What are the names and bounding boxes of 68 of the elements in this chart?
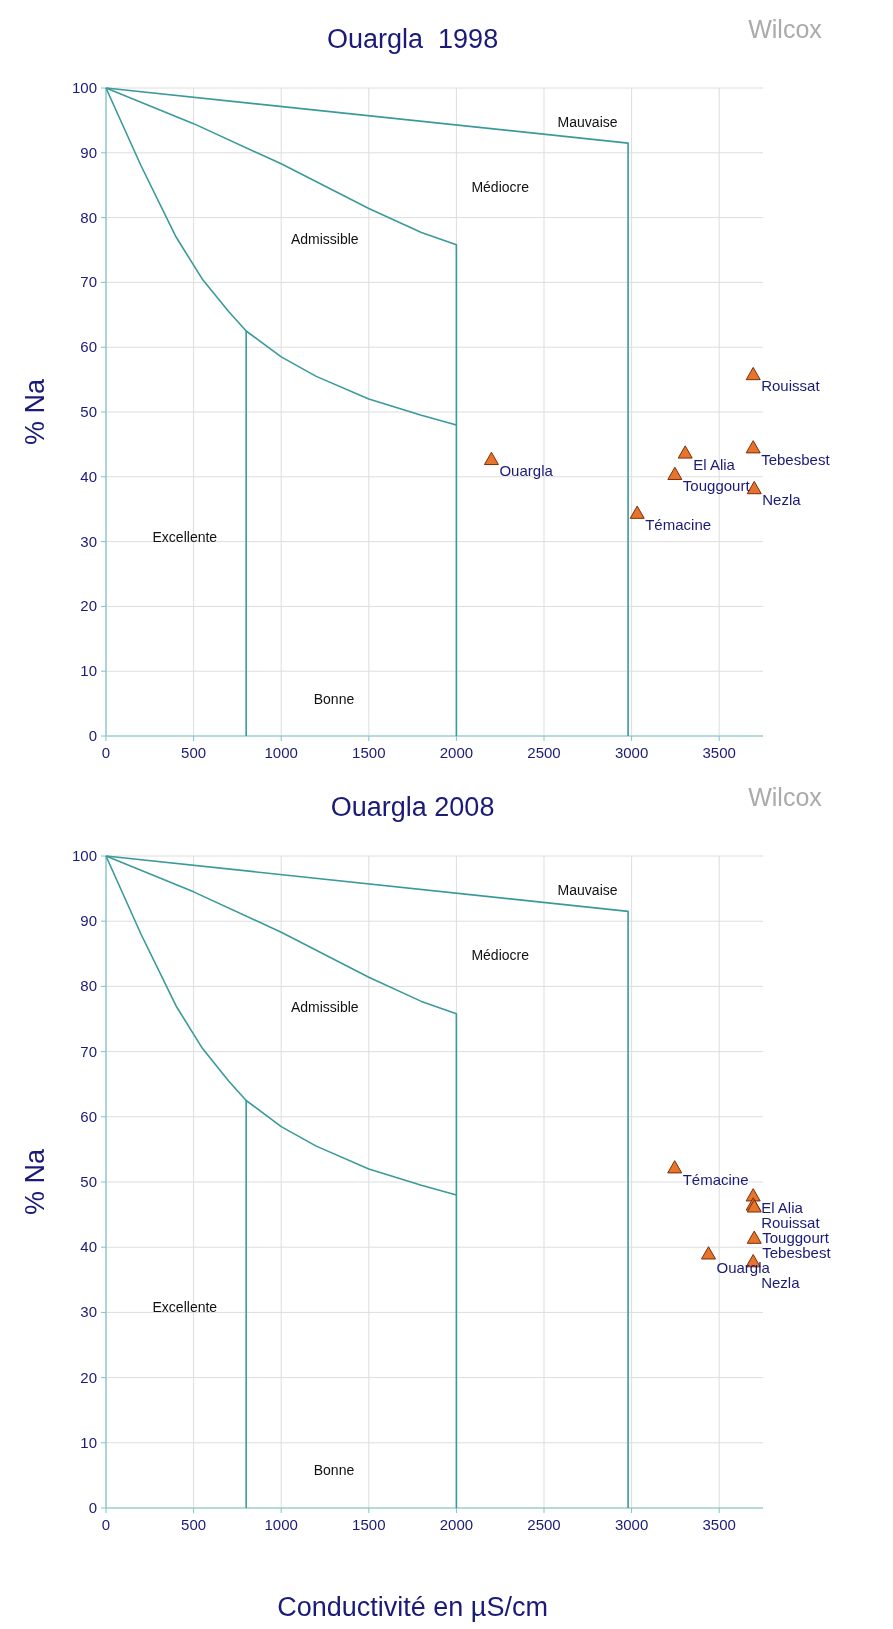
annotation: Médiocre (471, 178, 530, 195)
y-tick-label: 50 (80, 1173, 97, 1190)
y-tick-label: 60 (80, 338, 97, 356)
series-label: Témacine (645, 516, 712, 534)
annotation: Excellente (152, 1299, 218, 1316)
chart-title: Ouargla 2008 (330, 792, 495, 822)
y-tick-label: 0 (88, 727, 97, 744)
y-tick-label: 30 (80, 532, 97, 550)
y-tick-label: 100 (71, 847, 97, 864)
x-tick-label: 2000 (439, 1516, 474, 1533)
series-label: Nezla (762, 491, 802, 509)
series-label: Ouargla (716, 1258, 771, 1276)
y-tick-label: 70 (80, 1042, 97, 1060)
series-label: Rouissat (761, 377, 821, 395)
series-label: Témacine (682, 1170, 749, 1188)
annotation: Admissible (290, 230, 359, 247)
series-label: Rouissat (761, 1213, 821, 1231)
chart-title: Ouargla 1998 (327, 24, 499, 54)
x-tick-label: 2000 (439, 744, 474, 761)
x-tick-label: 3500 (702, 744, 736, 761)
x-tick-label: 2500 (527, 744, 561, 761)
annotation: Admissible (290, 999, 359, 1016)
x-tick-label: 1000 (264, 1516, 298, 1533)
annotation: Bonne (313, 1462, 355, 1479)
x-axis-title: Conductivité en µS/cm (277, 1592, 548, 1622)
x-tick-label: 0 (101, 1516, 111, 1533)
annotation: Mauvaise (557, 113, 618, 130)
y-tick-label: 20 (80, 597, 97, 615)
y-tick-label: 20 (80, 1368, 97, 1386)
series-label: Nezla (761, 1273, 801, 1291)
y-axis-title: % Na (20, 378, 50, 446)
series-label: El Alia (761, 1198, 804, 1216)
y-tick-label: 80 (80, 208, 97, 226)
y-tick-label: 60 (80, 1107, 97, 1125)
x-tick-label: 1000 (264, 744, 298, 761)
y-tick-label: 40 (80, 467, 97, 485)
y-tick-label: 100 (71, 79, 97, 96)
annotation: Excellente (152, 528, 218, 545)
y-tick-label: 30 (80, 1303, 97, 1321)
x-tick-label: 500 (181, 1516, 207, 1533)
y-tick-label: 90 (80, 143, 97, 161)
series-label: Touggourt (762, 1228, 830, 1246)
x-tick-label: 3500 (702, 1516, 736, 1533)
x-tick-label: 3000 (614, 744, 649, 761)
series-label: El Alia (693, 455, 736, 473)
series-label: Tebesbest (761, 450, 831, 468)
y-tick-label: 40 (80, 1238, 97, 1256)
series-label: Ouargla (499, 462, 554, 480)
annotation: Médiocre (471, 947, 530, 964)
chart-subtitle: Wilcox (748, 783, 823, 811)
x-tick-label: 500 (181, 744, 207, 761)
chart-subtitle: Wilcox (748, 15, 823, 43)
y-tick-label: 10 (80, 662, 97, 680)
y-tick-label: 10 (80, 1433, 97, 1451)
annotation: Bonne (313, 690, 355, 707)
series-label: Touggourt (682, 477, 751, 495)
y-axis-title: % Na (20, 1148, 50, 1216)
annotation: Mauvaise (557, 882, 618, 899)
x-tick-label: 2500 (527, 1516, 561, 1533)
x-tick-label: 3000 (614, 1516, 649, 1533)
x-tick-label: 0 (101, 744, 111, 761)
y-tick-label: 90 (80, 912, 97, 930)
x-tick-label: 1500 (352, 744, 386, 761)
x-tick-label: 1500 (352, 1516, 386, 1533)
y-tick-label: 80 (80, 977, 97, 995)
y-tick-label: 70 (80, 273, 97, 291)
y-tick-label: 50 (80, 403, 97, 420)
y-tick-label: 0 (88, 1499, 97, 1516)
